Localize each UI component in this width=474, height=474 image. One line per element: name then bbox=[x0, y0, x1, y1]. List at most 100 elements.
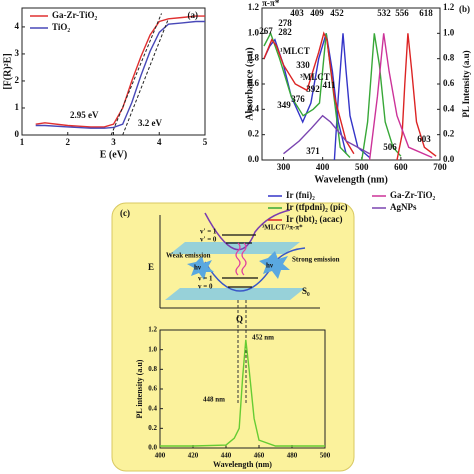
annotation: π-π* bbox=[262, 0, 280, 8]
legend-label: Ga-Zr-TiO₂ bbox=[52, 10, 97, 20]
peak-label: 349 bbox=[277, 100, 291, 110]
absorbance-line bbox=[283, 114, 370, 155]
y2-axis-label: PL Intensity (a.u) bbox=[461, 50, 471, 117]
y2-tick-label: 1.2 bbox=[443, 2, 455, 12]
annotation: 3.2 eV bbox=[138, 118, 162, 128]
legend-label: AgNPs bbox=[390, 202, 417, 212]
chart-title: (a) bbox=[188, 10, 199, 20]
x-axis-label: Wavelength (nm) bbox=[314, 174, 388, 185]
ground-state: S₀ bbox=[302, 286, 310, 296]
y-tick-label: 0 bbox=[15, 129, 20, 139]
y-tick-label: 2 bbox=[15, 75, 20, 85]
x-tick-label: 400 bbox=[316, 162, 330, 172]
level-label: v = 0 bbox=[198, 283, 213, 291]
y-tick-label: 0.0 bbox=[148, 444, 157, 452]
x-axis-label: E (eV) bbox=[100, 149, 128, 160]
y2-tick-label: 0.6 bbox=[443, 78, 455, 88]
chart-title: (b) bbox=[459, 4, 470, 14]
x-axis-label: Wavelength (nm) bbox=[213, 460, 272, 469]
upper-state: ³MLCT/³π-π* bbox=[262, 224, 303, 232]
photon: hν bbox=[266, 262, 274, 270]
x-tick-label: 400 bbox=[155, 452, 166, 460]
y-axis-label: Absorbance (a.u) bbox=[244, 47, 255, 120]
plate bbox=[170, 242, 300, 254]
tangent-line bbox=[110, 13, 162, 136]
strong-emission: Strong emission bbox=[292, 256, 340, 264]
x-tick-label: 2 bbox=[66, 137, 71, 147]
level-label: v = 1 bbox=[198, 275, 213, 283]
x-tick-label: 500 bbox=[320, 452, 331, 460]
peak-label: 267 bbox=[259, 26, 273, 36]
weak-emission: Weak emission bbox=[166, 252, 211, 260]
y2-tick-label: 0.0 bbox=[443, 154, 455, 164]
x-tick-label: 5 bbox=[203, 137, 208, 147]
y-tick-label: 0.8 bbox=[248, 53, 260, 63]
level-label: v' = 1 bbox=[200, 228, 217, 236]
peak-label: 452 bbox=[330, 8, 344, 18]
panel-label: (c) bbox=[120, 208, 130, 218]
x-tick-label: 480 bbox=[287, 452, 298, 460]
energy-diagram: (c) ³MLCT/³π-π* v' = 1 v' = 0 v = 1 v = … bbox=[120, 208, 340, 405]
energy-label: E bbox=[148, 262, 154, 272]
legend-label: Ir (fni)₂ bbox=[286, 190, 315, 200]
x-tick-label: 440 bbox=[221, 452, 232, 460]
y2-tick-label: 0.8 bbox=[443, 53, 455, 63]
annotation: 452 nm bbox=[252, 334, 274, 342]
y-tick-label: 0.2 bbox=[248, 129, 260, 139]
y-tick-label: 0.8 bbox=[148, 365, 157, 373]
peak-label: 409 bbox=[310, 8, 324, 18]
y2-tick-label: 1.0 bbox=[443, 27, 455, 37]
x-tick-label: 3 bbox=[111, 137, 116, 147]
panel-c-background bbox=[111, 202, 355, 472]
transition bbox=[235, 242, 241, 276]
photon-burst bbox=[187, 256, 214, 280]
plate bbox=[165, 288, 305, 300]
level-label: v' = 0 bbox=[200, 236, 217, 244]
y-tick-label: 1 bbox=[15, 102, 20, 112]
x-tick-label: 460 bbox=[254, 452, 265, 460]
y-tick-label: 0.0 bbox=[248, 154, 260, 164]
legend-label: Ga-Zr-TiO₂ bbox=[390, 190, 435, 200]
y-tick-label: 1.2 bbox=[248, 2, 260, 12]
photon: hν bbox=[194, 264, 202, 272]
peak-label: 403 bbox=[290, 8, 304, 18]
peak-label: 532 bbox=[377, 8, 391, 18]
x-tick-label: 300 bbox=[277, 162, 291, 172]
peak-label: 376 bbox=[291, 94, 305, 104]
coordinate-label: Q bbox=[236, 314, 243, 324]
peak-label: 330 bbox=[296, 60, 310, 70]
y-tick-label: 3 bbox=[15, 48, 20, 58]
y2-tick-label: 0.4 bbox=[443, 103, 455, 113]
peak-label: 278 bbox=[278, 18, 292, 28]
tangent-line bbox=[122, 18, 169, 136]
y-tick-label: 0.4 bbox=[148, 404, 157, 412]
y2-tick-label: 0.2 bbox=[443, 129, 455, 139]
x-tick-label: 420 bbox=[188, 452, 199, 460]
peak-label: 556 bbox=[395, 8, 409, 18]
legend-label: TiO₂ bbox=[52, 22, 70, 32]
legend-label: Ir (tfpdni)₂ (pic) bbox=[286, 202, 348, 212]
annotation: ³MLCT bbox=[300, 72, 330, 82]
peak-label: 411 bbox=[322, 80, 336, 90]
y-axis-label: [F(R)²E] bbox=[2, 53, 13, 89]
y-tick-label: 1.2 bbox=[148, 326, 157, 334]
pl-line bbox=[368, 33, 433, 161]
y-tick-label: 4 bbox=[15, 21, 20, 31]
y-tick-label: 0.2 bbox=[148, 424, 157, 432]
pl-line bbox=[396, 33, 437, 161]
y-tick-label: 0.6 bbox=[148, 385, 157, 393]
peak-label: 506 bbox=[383, 142, 397, 152]
x-tick-label: 700 bbox=[433, 162, 447, 172]
annotation: 448 nm bbox=[203, 396, 225, 404]
annotation: ¹MLCT bbox=[280, 46, 310, 56]
y-tick-label: 0.4 bbox=[248, 103, 260, 113]
series-line bbox=[35, 15, 205, 128]
peak-label: 618 bbox=[419, 8, 433, 18]
absorbance-line bbox=[263, 33, 347, 154]
x-tick-label: 500 bbox=[355, 162, 369, 172]
transition bbox=[241, 242, 247, 276]
absorbance-line bbox=[263, 31, 351, 158]
x-tick-label: 4 bbox=[157, 137, 162, 147]
x-tick-label: 1 bbox=[20, 137, 25, 147]
